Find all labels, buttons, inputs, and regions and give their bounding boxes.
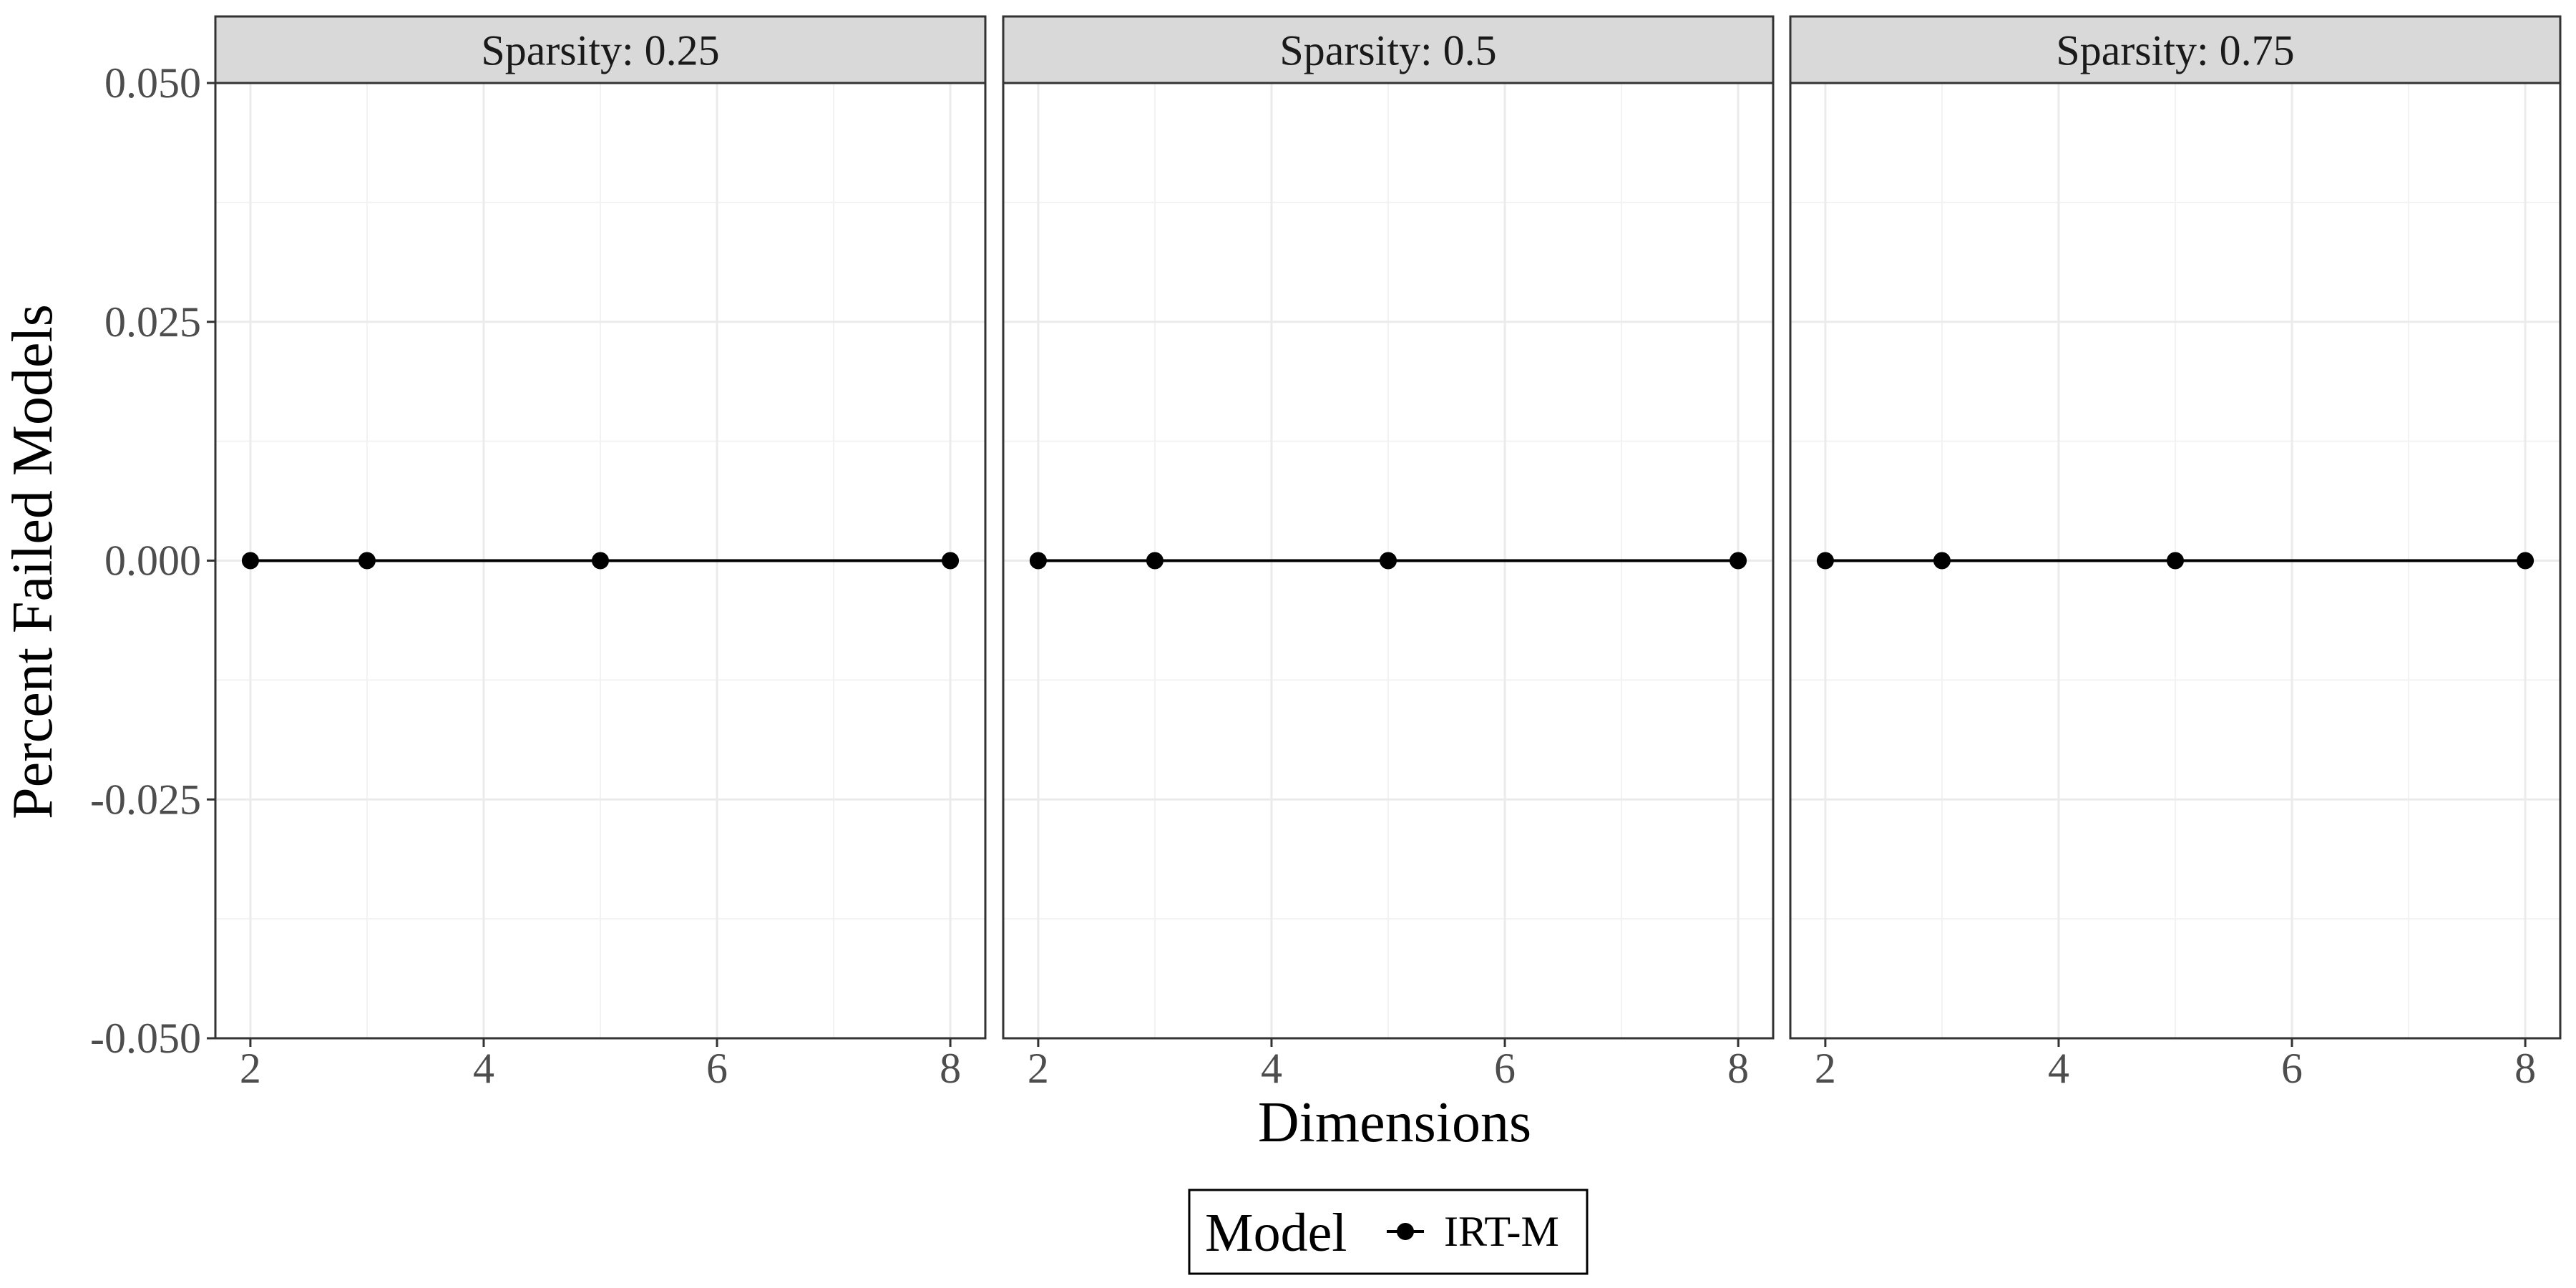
- data-point: [2517, 552, 2534, 570]
- x-tick-label: 6: [1494, 1045, 1516, 1092]
- panel-1: Sparsity: 0.25 2 4 6 8: [214, 15, 987, 1092]
- y-tick-label: -0.025: [90, 776, 201, 823]
- x-tick-label: 2: [1028, 1045, 1049, 1092]
- y-tick-label: 0.025: [104, 298, 201, 346]
- data-point: [2167, 552, 2184, 570]
- data-point: [1816, 552, 1834, 570]
- panel-border: [1789, 82, 2562, 1040]
- data-point: [942, 552, 960, 570]
- x-tick-label: 8: [940, 1045, 961, 1092]
- facet-strip: [1789, 15, 2562, 84]
- data-point: [1146, 552, 1163, 570]
- facet-strip-label: Sparsity: 0.5: [1279, 27, 1496, 74]
- data-point: [1029, 552, 1047, 570]
- y-axis-title: Percent Failed Models: [1, 304, 64, 819]
- legend-entry-irt-m: IRT-M: [1444, 1208, 1559, 1255]
- x-tick-label: 6: [706, 1045, 728, 1092]
- facet-strip: [1002, 15, 1775, 84]
- x-tick-label: 4: [2048, 1045, 2069, 1092]
- x-tick-label: 8: [1727, 1045, 1749, 1092]
- facet-strip: [214, 15, 987, 84]
- y-tick-label: 0.000: [104, 537, 201, 585]
- facet-strip-label: Sparsity: 0.75: [2056, 27, 2294, 74]
- x-axis-title: Dimensions: [1258, 1091, 1531, 1154]
- x-tick-label: 4: [1261, 1045, 1282, 1092]
- y-tick-label: 0.050: [104, 59, 201, 107]
- panel-border: [1002, 82, 1775, 1040]
- data-point: [1380, 552, 1397, 570]
- data-point: [358, 552, 376, 570]
- data-point: [241, 552, 259, 570]
- facet-strip-label: Sparsity: 0.25: [481, 27, 719, 74]
- x-tick-label: 2: [1815, 1045, 1836, 1092]
- panel-3: Sparsity: 0.75 2 4 6 8: [1789, 15, 2562, 1092]
- legend-key-point: [1397, 1223, 1414, 1240]
- x-tick-label: 2: [240, 1045, 261, 1092]
- y-axis: -0.050 -0.025 0.000 0.025 0.050: [90, 59, 215, 1062]
- panel-2: Sparsity: 0.5 2 4 6 8: [1002, 15, 1775, 1092]
- legend-title: Model: [1205, 1203, 1347, 1263]
- x-tick-label: 8: [2514, 1045, 2536, 1092]
- data-point: [1933, 552, 1951, 570]
- x-tick-label: 4: [473, 1045, 494, 1092]
- data-point: [592, 552, 609, 570]
- legend: Model IRT-M: [1188, 1189, 1589, 1275]
- y-tick-label: -0.050: [90, 1015, 201, 1062]
- data-point: [1729, 552, 1747, 570]
- x-tick-label: 6: [2281, 1045, 2303, 1092]
